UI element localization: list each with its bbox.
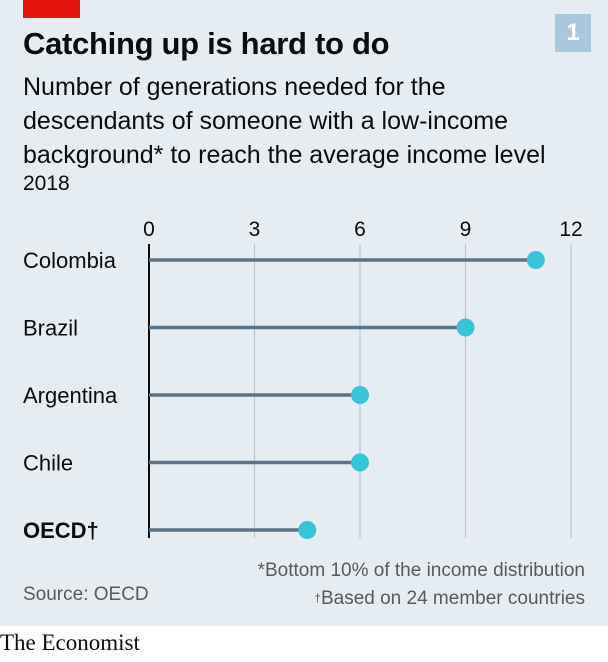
x-tick-label: 9 (460, 218, 472, 241)
subtitle-line-2: descendants of someone with a low-income (23, 107, 508, 135)
source-note: Source: OECD (23, 584, 149, 605)
x-tick-label: 0 (143, 218, 155, 241)
data-point (456, 318, 475, 337)
data-point (526, 251, 545, 269)
chart-number-badge: 1 (555, 14, 591, 52)
data-point (351, 453, 369, 472)
footnotes: *Bottom 10% of the income distribution †… (258, 557, 585, 613)
footnote-bottom-10: *Bottom 10% of the income distribution (257, 560, 585, 581)
category-label: Brazil (23, 316, 78, 341)
footnote-oecd: †Based on 24 member countries (258, 585, 585, 613)
category-label: Argentina (23, 383, 118, 408)
footnote-oecd-text: Based on 24 member countries (320, 588, 585, 609)
data-point (351, 386, 369, 404)
dagger-mark: † (314, 591, 321, 605)
category-label: Colombia (23, 248, 117, 273)
publisher-logo: The Economist (0, 630, 140, 655)
chart-year: 2018 (23, 172, 70, 195)
x-tick-label: 6 (354, 218, 366, 241)
x-tick-label: 3 (249, 218, 261, 241)
dot-plot-chart: 0 3 6 9 12 Colombia Brazil Argentina Chile OECD† (23, 218, 583, 543)
category-label: Chile (23, 451, 73, 476)
subtitle-line-3: background* to reach the average income … (23, 141, 546, 169)
category-label: OECD† (23, 518, 99, 543)
subtitle-line-1: Number of generations needed for the (23, 73, 446, 101)
chart-subtitle: Number of generations needed for the des… (23, 70, 563, 172)
x-tick-label: 12 (559, 218, 582, 241)
chart-title: Catching up is hard to do (23, 26, 390, 61)
data-point (298, 521, 317, 539)
brand-red-tag (23, 0, 80, 18)
